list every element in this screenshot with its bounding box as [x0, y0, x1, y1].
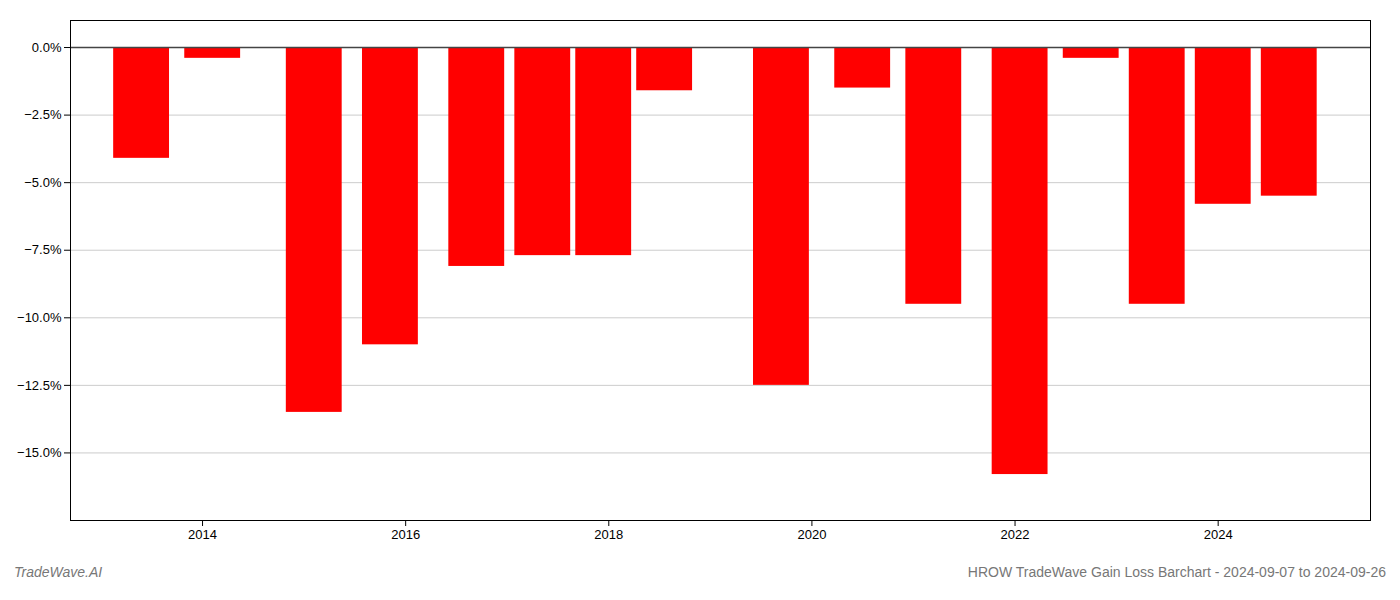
svg-text:2024: 2024	[1204, 527, 1233, 542]
svg-text:−12.5%: −12.5%	[17, 378, 62, 393]
svg-text:−15.0%: −15.0%	[17, 445, 62, 460]
svg-text:2020: 2020	[797, 527, 826, 542]
svg-text:−10.0%: −10.0%	[17, 310, 62, 325]
svg-text:−5.0%: −5.0%	[24, 175, 62, 190]
svg-text:2014: 2014	[188, 527, 217, 542]
svg-text:2022: 2022	[1001, 527, 1030, 542]
html-text:TradeWave.AI: TradeWave.AI	[14, 564, 103, 580]
svg-text:−2.5%: −2.5%	[24, 107, 62, 122]
svg-text:0.0%: 0.0%	[32, 40, 62, 55]
svg-text:2016: 2016	[391, 527, 420, 542]
html-text:HROW TradeWave Gain Loss Barch: HROW TradeWave Gain Loss Barchart - 2024…	[967, 564, 1386, 580]
svg-text:−7.5%: −7.5%	[24, 242, 62, 257]
svg-text:2018: 2018	[594, 527, 623, 542]
